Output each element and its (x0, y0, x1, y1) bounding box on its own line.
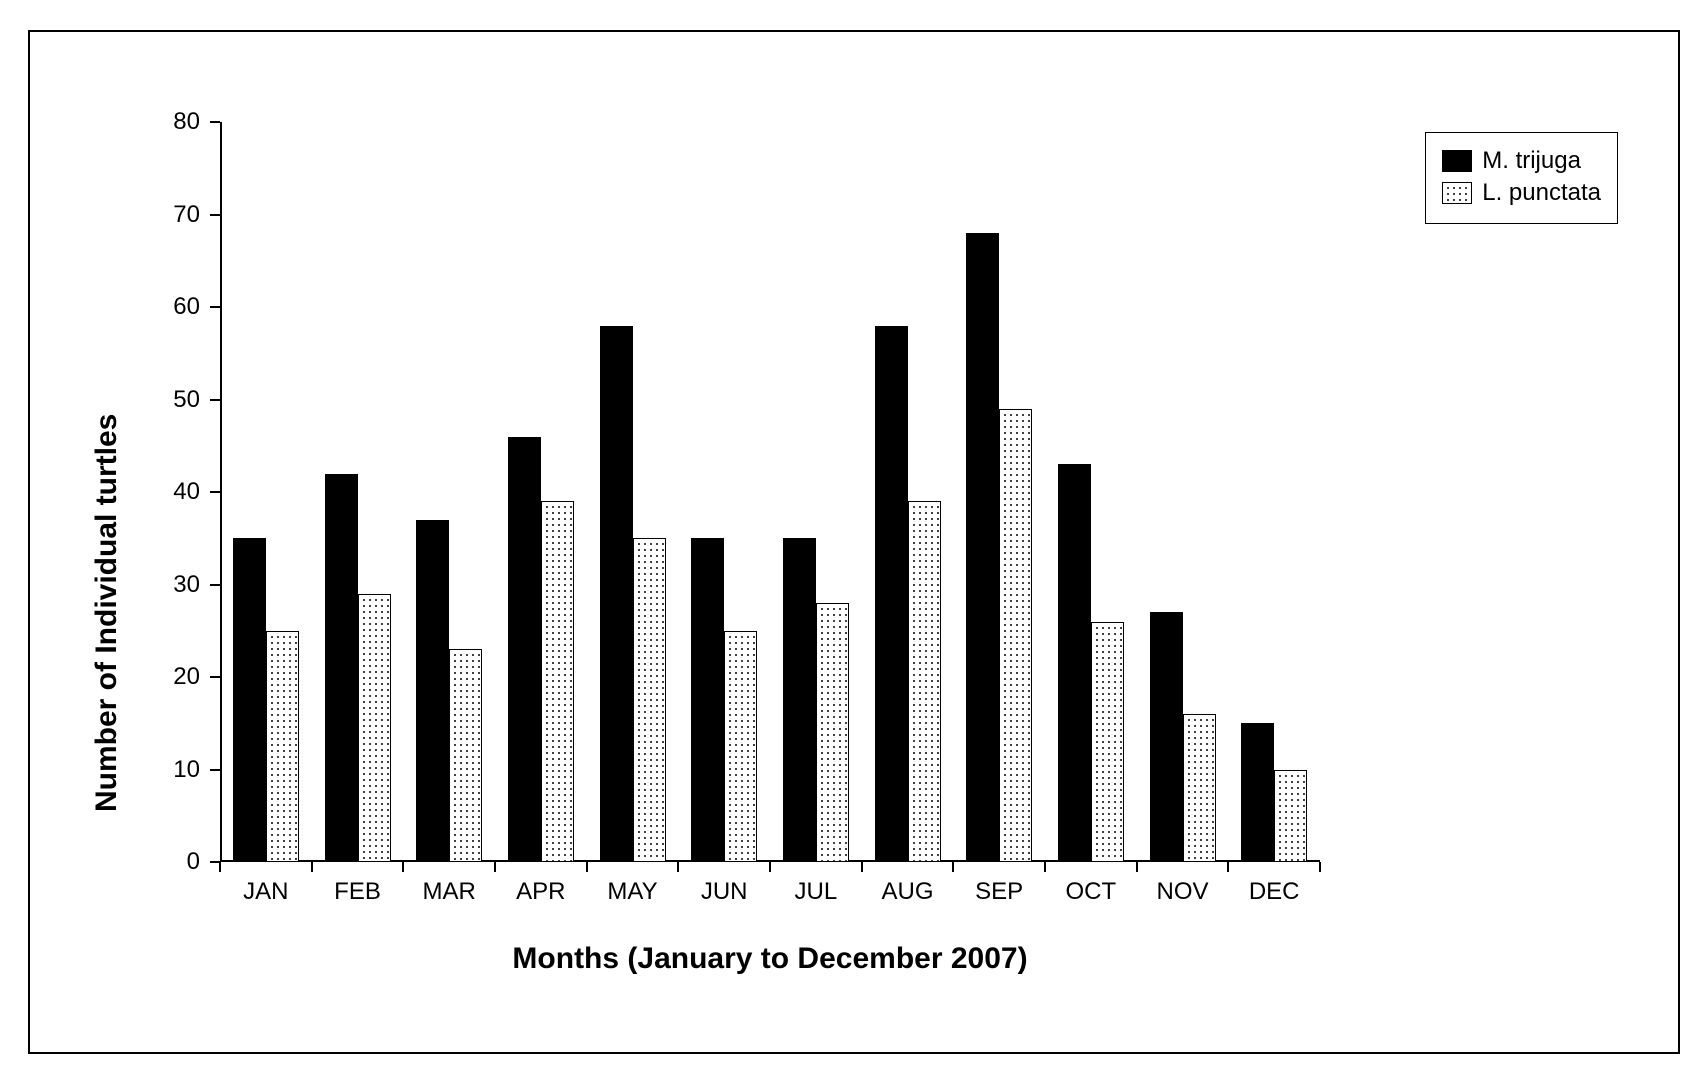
x-axis-tick (311, 862, 313, 872)
legend-item: M. trijuga (1442, 147, 1601, 175)
y-axis-tick-label: 70 (150, 201, 200, 229)
bar-series-1 (541, 501, 574, 862)
x-axis-title: Months (January to December 2007) (220, 942, 1320, 976)
y-axis-tick-label: 80 (150, 108, 200, 136)
legend-swatch-solid-icon (1442, 150, 1472, 172)
x-axis-tick-label: NOV (1143, 878, 1223, 906)
y-axis-tick-label: 20 (150, 663, 200, 691)
x-axis-tick (494, 862, 496, 872)
y-axis-tick (210, 214, 220, 216)
bar-series-1 (816, 603, 849, 862)
y-axis-tick (210, 584, 220, 586)
chart-frame: Number of Individual turtles 01020304050… (28, 30, 1680, 1054)
bar-series-1 (999, 409, 1032, 862)
plot-area: 01020304050607080JANFEBMARAPRMAYJUNJULAU… (220, 122, 1320, 862)
x-axis-tick-label: OCT (1051, 878, 1131, 906)
bar-series-0 (600, 326, 633, 863)
x-axis-tick (219, 862, 221, 872)
x-axis-tick-label: SEP (959, 878, 1039, 906)
y-axis-tick (210, 676, 220, 678)
bar-series-1 (1183, 714, 1216, 862)
bar-series-0 (1058, 464, 1091, 862)
y-axis-tick-label: 0 (150, 848, 200, 876)
y-axis-tick-label: 50 (150, 386, 200, 414)
x-axis-tick (769, 862, 771, 872)
legend-swatch-dotted-icon (1442, 182, 1472, 204)
y-axis-line (220, 122, 222, 862)
y-axis-tick (210, 121, 220, 123)
x-axis-tick (1227, 862, 1229, 872)
bar-series-1 (1091, 622, 1124, 863)
legend: M. trijuga L. punctata (1425, 132, 1618, 224)
bar-series-0 (1241, 723, 1274, 862)
x-axis-tick (952, 862, 954, 872)
x-axis-tick-label: APR (501, 878, 581, 906)
bar-series-1 (1274, 770, 1307, 863)
x-axis-tick (1319, 862, 1321, 872)
bar-series-1 (358, 594, 391, 862)
x-axis-tick (677, 862, 679, 872)
bar-series-0 (325, 474, 358, 863)
y-axis-tick (210, 399, 220, 401)
y-axis-tick (210, 769, 220, 771)
y-axis-tick (210, 306, 220, 308)
bar-series-1 (908, 501, 941, 862)
y-axis-tick-label: 60 (150, 293, 200, 321)
page: Number of Individual turtles 01020304050… (0, 0, 1708, 1084)
x-axis-tick-label: DEC (1234, 878, 1314, 906)
x-axis-tick-label: MAR (409, 878, 489, 906)
x-axis-tick-label: AUG (868, 878, 948, 906)
bar-series-0 (1150, 612, 1183, 862)
legend-label: L. punctata (1482, 179, 1601, 207)
y-axis-tick-label: 30 (150, 571, 200, 599)
y-axis-tick-label: 40 (150, 478, 200, 506)
bar-series-0 (508, 437, 541, 863)
x-axis-tick-label: MAY (593, 878, 673, 906)
x-axis-tick (586, 862, 588, 872)
y-axis-title: Number of Individual turtles (90, 414, 124, 812)
bar-series-0 (783, 538, 816, 862)
x-axis-tick (861, 862, 863, 872)
bar-series-1 (724, 631, 757, 862)
x-axis-tick-label: JUL (776, 878, 856, 906)
bar-series-0 (233, 538, 266, 862)
legend-label: M. trijuga (1482, 147, 1581, 175)
x-axis-tick (402, 862, 404, 872)
bar-series-1 (266, 631, 299, 862)
bar-series-0 (966, 233, 999, 862)
bar-series-0 (416, 520, 449, 862)
x-axis-tick (1044, 862, 1046, 872)
x-axis-tick (1136, 862, 1138, 872)
x-axis-tick-label: FEB (318, 878, 398, 906)
x-axis-tick-label: JAN (226, 878, 306, 906)
legend-item: L. punctata (1442, 179, 1601, 207)
y-axis-tick-label: 10 (150, 756, 200, 784)
bar-series-0 (691, 538, 724, 862)
y-axis-tick (210, 491, 220, 493)
bar-series-1 (449, 649, 482, 862)
bar-series-1 (633, 538, 666, 862)
bar-series-0 (875, 326, 908, 863)
x-axis-tick-label: JUN (684, 878, 764, 906)
